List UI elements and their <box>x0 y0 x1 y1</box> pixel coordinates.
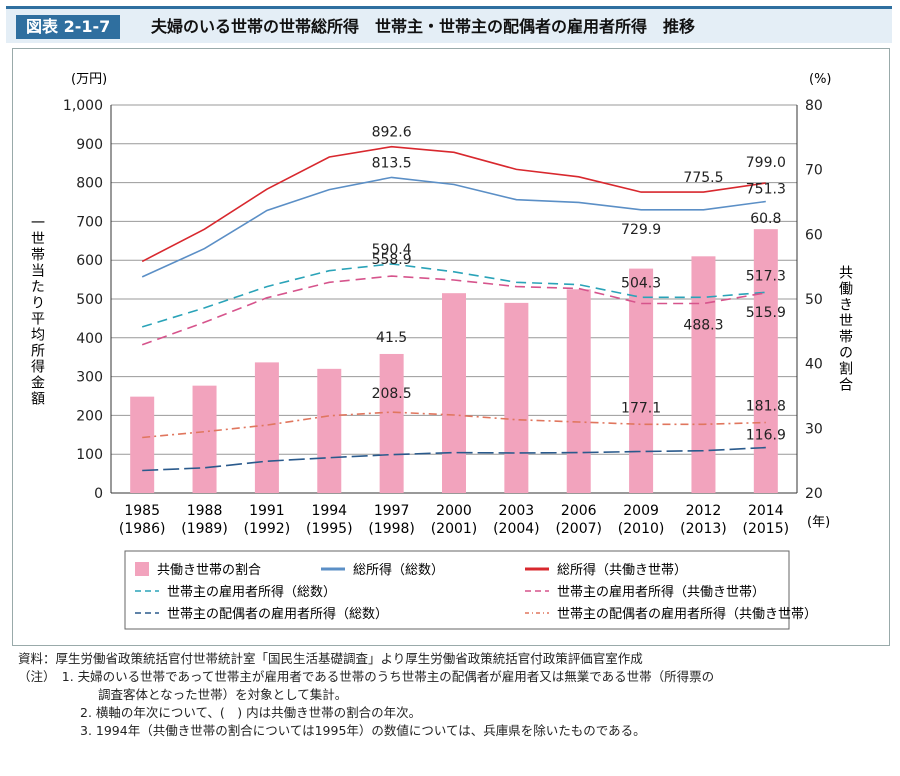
y-left-tick-label: 0 <box>94 486 103 502</box>
y-right-axis-title: 共働き世帯の割合 <box>837 265 853 393</box>
data-label: 504.3 <box>621 275 661 291</box>
y-right-tick-label: 30 <box>805 421 823 437</box>
data-label: 799.0 <box>746 155 786 171</box>
bar <box>504 302 529 493</box>
x-tick-label: 1991 <box>249 503 285 519</box>
legend-label: 世帯主の配偶者の雇用者所得（総数） <box>167 606 388 622</box>
bar <box>629 268 654 493</box>
x-tick-label: 2000 <box>436 503 472 519</box>
x-tick-label: (2001) <box>431 521 478 537</box>
data-label: 177.1 <box>621 400 661 416</box>
bar <box>566 289 591 493</box>
legend-label: 総所得（総数） <box>353 562 444 578</box>
x-tick-label: 1994 <box>311 503 347 519</box>
legend-box <box>124 550 790 630</box>
bar <box>691 256 716 493</box>
bar <box>254 362 279 493</box>
x-tick-label: (1989) <box>181 521 228 537</box>
y-right-tick-label: 20 <box>805 486 823 502</box>
series-line <box>141 263 766 328</box>
y-left-tick-label: 300 <box>76 370 103 386</box>
bar <box>753 229 778 493</box>
source-note: 資料：厚生労働省政策統括官付世帯統計室「国民生活基礎調査」より厚生労働省政策統括… <box>18 651 643 666</box>
figure-header: 図表 2-1-7 夫婦のいる世帯の世帯総所得 世帯主・世帯主の配偶者の雇用者所得… <box>6 6 892 43</box>
data-label: 488.3 <box>683 318 723 334</box>
series-line <box>141 145 766 263</box>
x-tick-label: 2006 <box>561 503 597 519</box>
x-tick-label: (1998) <box>368 521 415 537</box>
data-label: 515.9 <box>746 305 786 321</box>
income-chart: 0 100 200 300 400 500 600 700 800 900 1,000 20 30 40 5… <box>29 72 853 630</box>
bar <box>379 353 404 493</box>
y-left-tick-label: 900 <box>76 137 103 153</box>
x-tick-label: (1995) <box>306 521 353 537</box>
x-tick-label: (1992) <box>244 521 291 537</box>
x-tick-label: 2012 <box>686 503 722 519</box>
data-label: 181.8 <box>746 398 786 414</box>
y-left-axis-title: 一世帯当たり平均所得金額 <box>29 215 45 407</box>
legend-label: 世帯主の雇用者所得（共働き世帯） <box>557 584 765 600</box>
note-2: 2. 横軸の年次について、( ) 内は共働き世帯の割合の年次。 <box>80 705 422 720</box>
note-1-cont: 調査客体となった世帯）を対象として集計。 <box>98 687 348 702</box>
data-label: 116.9 <box>746 428 786 444</box>
legend-label: 総所得（共働き世帯） <box>557 562 687 578</box>
series-line <box>142 411 766 439</box>
bar <box>130 396 155 493</box>
x-tick-label: 2014 <box>748 503 784 519</box>
y-left-tick-label: 700 <box>76 214 103 230</box>
data-label: 517.3 <box>746 268 786 284</box>
y-right-unit-label: (%) <box>809 72 832 87</box>
note-3: 3. 1994年（共働き世帯の割合については1995年）の数値については、兵庫県… <box>80 723 646 738</box>
y-left-tick-label: 800 <box>76 176 103 192</box>
x-tick-label: (2007) <box>555 521 602 537</box>
data-label: 775.5 <box>683 170 723 186</box>
series-line <box>141 176 766 278</box>
y-left-tick-label: 600 <box>76 253 103 269</box>
data-label: 751.3 <box>746 181 786 197</box>
data-label: 60.8 <box>750 211 781 227</box>
x-tick-label: 1985 <box>124 503 160 519</box>
x-tick-label: (1986) <box>119 521 166 537</box>
legend-label: 共働き世帯の割合 <box>157 562 261 578</box>
figure-label: 図表 2-1-7 <box>16 15 121 39</box>
y-right-tick-label: 70 <box>805 163 823 179</box>
y-left-tick-label: 500 <box>76 292 103 308</box>
y-left-unit-label: (万円) <box>71 72 107 87</box>
x-tick-label: (2004) <box>493 521 540 537</box>
x-tick-label: 2009 <box>623 503 659 519</box>
data-label: 813.5 <box>372 155 412 171</box>
data-label: 892.6 <box>372 125 412 141</box>
chart-panel: 0 100 200 300 400 500 600 700 800 900 1,000 20 30 40 5… <box>12 48 890 646</box>
legend-label: 世帯主の雇用者所得（総数） <box>167 584 336 600</box>
x-tick-label: (2015) <box>743 521 790 537</box>
x-tick-label: 1988 <box>187 503 223 519</box>
data-label: 558.9 <box>372 252 412 268</box>
y-left-tick-label: 400 <box>76 331 103 347</box>
x-unit-label: (年) <box>807 515 830 530</box>
series-line <box>141 275 766 346</box>
y-right-tick-label: 80 <box>805 98 823 114</box>
x-tick-label: (2013) <box>680 521 727 537</box>
bar <box>317 368 342 493</box>
data-label: 729.9 <box>621 222 661 238</box>
bar <box>442 293 466 493</box>
data-label: 41.5 <box>376 330 407 346</box>
figure-title: 夫婦のいる世帯の世帯総所得 世帯主・世帯主の配偶者の雇用者所得 推移 <box>151 17 696 36</box>
y-left-tick-label: 1,000 <box>63 98 103 114</box>
x-tick-label: 2003 <box>499 503 535 519</box>
y-left-tick-label: 100 <box>76 447 103 463</box>
note-1: （注） 1. 夫婦のいる世帯であって世帯主が雇用者である世帯のうち世帯主の配偶者… <box>18 669 715 684</box>
legend-label: 世帯主の配偶者の雇用者所得（共働き世帯） <box>557 606 817 622</box>
x-tick-label: 1997 <box>374 503 410 519</box>
data-label: 590.4 <box>372 242 412 258</box>
x-tick-label: (2010) <box>618 521 665 537</box>
legend-swatch <box>135 562 149 576</box>
y-left-tick-label: 200 <box>76 408 103 424</box>
data-label: 208.5 <box>372 386 412 402</box>
y-right-tick-label: 60 <box>805 227 823 243</box>
notes-block: 資料：厚生労働省政策統括官付世帯統計室「国民生活基礎調査」より厚生労働省政策統括… <box>18 650 888 740</box>
y-right-tick-label: 50 <box>805 292 823 308</box>
y-right-tick-label: 40 <box>805 357 823 373</box>
bar <box>192 385 217 493</box>
